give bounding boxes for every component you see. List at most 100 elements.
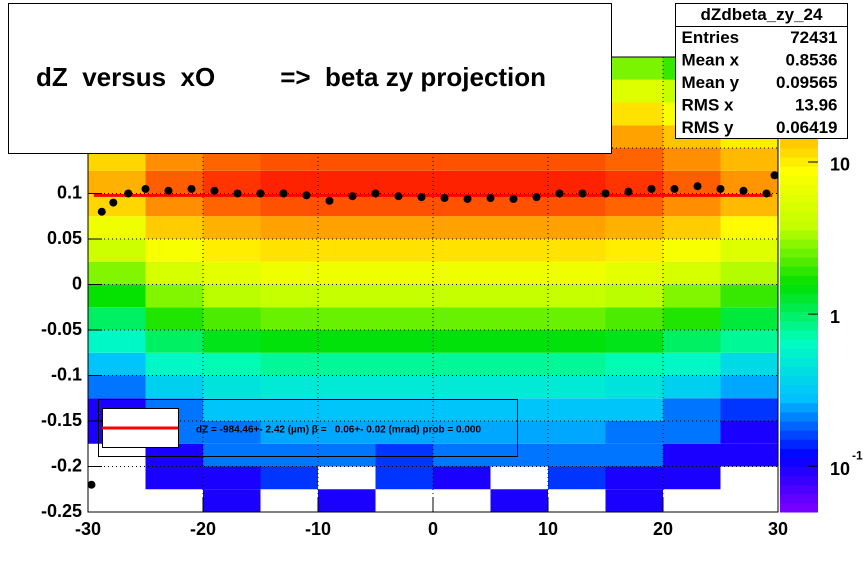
heatmap-cell — [375, 239, 433, 262]
colorbar-step — [780, 284, 818, 295]
heatmap-cell — [663, 421, 721, 444]
heatmap-cell — [145, 466, 203, 490]
heatmap-cell — [605, 102, 663, 126]
heatmap-cell — [490, 375, 548, 399]
colorbar-step — [780, 184, 818, 194]
profile-point — [555, 189, 564, 198]
heatmap-cell — [318, 216, 376, 239]
heatmap-cell — [260, 216, 318, 239]
heatmap-cell — [720, 239, 778, 262]
colorbar-step — [780, 148, 818, 158]
heatmap-cell — [490, 330, 548, 353]
heatmap-cell — [318, 489, 376, 512]
heatmap-cell — [433, 398, 491, 421]
heatmap-cell — [548, 284, 606, 308]
heatmap-cell — [318, 398, 376, 421]
heatmap-cell — [605, 125, 663, 148]
heatmap-cell — [88, 284, 146, 308]
heatmap-cell — [375, 330, 433, 353]
heatmap-cell — [663, 466, 721, 490]
colorbar-step — [780, 202, 818, 213]
heatmap-cell — [663, 352, 721, 376]
profile-point — [141, 184, 150, 193]
heatmap-cell — [375, 398, 433, 421]
profile-point — [624, 187, 633, 196]
heatmap-cell — [260, 193, 318, 217]
profile-point — [164, 186, 173, 195]
heatmap-cell — [490, 261, 548, 285]
profile-point — [87, 480, 96, 489]
colorbar-label: 1 — [830, 307, 840, 327]
heatmap-cell — [88, 193, 146, 217]
heatmap-cell — [260, 466, 318, 490]
heatmap-cell — [433, 421, 491, 444]
colorbar-step — [780, 430, 818, 440]
profile-point — [302, 191, 311, 200]
stats-value: 13.96 — [795, 95, 838, 114]
profile-point — [670, 184, 679, 193]
heatmap-cell — [720, 170, 778, 194]
heatmap-cell — [433, 330, 491, 353]
heatmap-cell — [605, 57, 663, 80]
colorbar-step — [780, 348, 818, 358]
heatmap-cell — [318, 170, 376, 194]
colorbar-step — [780, 311, 818, 322]
legend-text: dZ = -984.46+- 2.42 (µm) β = 0.06+- 0.02… — [196, 425, 481, 436]
colorbar-step — [780, 375, 818, 386]
colorbar-step — [780, 293, 818, 304]
heatmap-cell — [260, 375, 318, 399]
colorbar-step — [780, 275, 818, 285]
stats-title: dZdbeta_zy_24 — [701, 5, 823, 24]
x-tick-label: -10 — [305, 519, 331, 539]
stats-value: 0.06419 — [776, 118, 837, 137]
heatmap-cell — [433, 261, 491, 285]
heatmap-cell — [433, 216, 491, 239]
heatmap-cell — [260, 352, 318, 376]
heatmap-cell — [203, 261, 261, 285]
colorbar-step — [780, 330, 818, 340]
profile-point — [256, 189, 265, 198]
heatmap-cell — [490, 421, 548, 444]
legend-box — [98, 399, 518, 457]
colorbar-step — [780, 339, 818, 349]
heatmap-cell — [203, 307, 261, 330]
heatmap-cell — [605, 307, 663, 330]
x-tick-label: 10 — [538, 519, 558, 539]
heatmap-cell — [88, 170, 146, 194]
heatmap-cell — [605, 398, 663, 421]
stats-value: 0.09565 — [776, 73, 837, 92]
x-tick-label: 30 — [768, 519, 788, 539]
heatmap-cell — [605, 216, 663, 239]
colorbar-step — [780, 475, 818, 486]
heatmap-cell — [375, 421, 433, 444]
heatmap-cell — [88, 216, 146, 239]
heatmap-cell — [548, 466, 606, 490]
colorbar-step — [780, 239, 818, 249]
heatmap-cell — [720, 398, 778, 421]
colorbar-step — [780, 484, 818, 495]
y-tick-label: -0.05 — [41, 319, 82, 339]
profile-point — [348, 192, 357, 201]
heatmap-cell — [605, 466, 663, 490]
heatmap-cell — [605, 79, 663, 103]
heatmap-cell — [203, 330, 261, 353]
colorbar-step — [780, 357, 818, 367]
colorbar-step — [780, 466, 818, 477]
profile-point — [440, 194, 449, 203]
profile-point — [693, 182, 702, 191]
profile-point — [716, 184, 725, 193]
heatmap-cell — [663, 239, 721, 262]
heatmap-cell — [548, 170, 606, 194]
y-tick-label: -0.25 — [41, 501, 82, 521]
heatmap-cell — [548, 398, 606, 421]
y-tick-label: 0.05 — [47, 228, 82, 248]
profile-point — [486, 194, 495, 203]
colorbar-step — [780, 448, 818, 458]
heatmap-cell — [663, 307, 721, 330]
heatmap-cell — [203, 216, 261, 239]
heatmap-cell — [375, 307, 433, 330]
colorbar-step — [780, 175, 818, 185]
heatmap-cell — [260, 261, 318, 285]
heatmap-cell — [318, 193, 376, 217]
heatmap-cell — [548, 307, 606, 330]
